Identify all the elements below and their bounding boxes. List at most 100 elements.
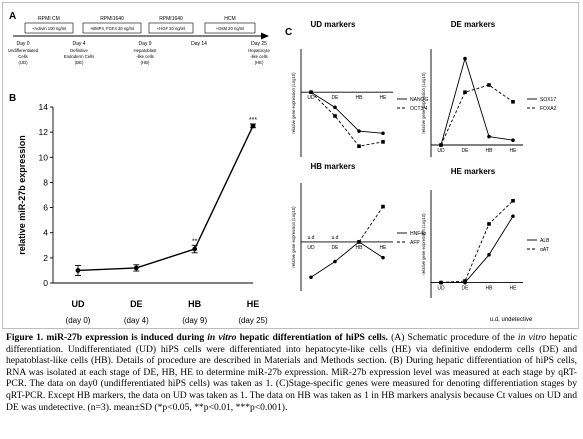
series-line bbox=[358, 206, 384, 243]
x-category-label: HE bbox=[510, 286, 518, 292]
medium-box-3 bbox=[148, 22, 194, 34]
medium-name-4: HCM bbox=[224, 16, 235, 22]
data-point bbox=[75, 268, 81, 273]
stage-desc: (HB) bbox=[141, 60, 150, 65]
x-category-label: HE bbox=[510, 148, 518, 154]
caption-body-italic: in vitro bbox=[517, 332, 547, 343]
stage-desc: (DE) bbox=[75, 60, 84, 65]
data-point bbox=[487, 83, 491, 87]
caption-body-2: hepatic differentiation. Undifferentiate… bbox=[6, 332, 578, 413]
data-point bbox=[250, 123, 256, 129]
data-point bbox=[133, 265, 139, 271]
medium-factors-4: +OsM 20 ng/ml bbox=[216, 26, 245, 31]
caption-label: Figure 1. bbox=[6, 332, 44, 343]
de-markers-chart: DE markers relative gene expression (Log1… bbox=[421, 20, 557, 157]
x-category-label: UD bbox=[307, 95, 315, 101]
stage-desc: -like cells bbox=[136, 54, 154, 59]
undetected-annotation: u.d bbox=[308, 235, 315, 241]
x-category-sublabel: (day 9) bbox=[182, 316, 207, 325]
ud-markers-chart: UD markers relative gene expression (Log1… bbox=[291, 20, 428, 157]
chart-title: UD markers bbox=[311, 20, 356, 29]
data-point bbox=[511, 100, 515, 104]
y-axis-label: relative gene expression (Log10) bbox=[421, 213, 426, 275]
data-point bbox=[381, 131, 385, 136]
data-point bbox=[381, 255, 385, 260]
stage-day0: Day 0 Undifferentiated Cells (UD) bbox=[8, 41, 39, 65]
x-category-sublabel: (day 25) bbox=[238, 316, 268, 325]
data-point bbox=[381, 204, 385, 209]
x-category-sublabel: (day 0) bbox=[66, 316, 91, 325]
data-point bbox=[463, 56, 467, 61]
stage-desc: Cells bbox=[18, 54, 28, 59]
x-category-label: HB bbox=[486, 286, 494, 292]
data-point bbox=[357, 144, 361, 148]
caption-title-2: hepatic differentiation of hiPS cells. bbox=[239, 332, 388, 343]
data-point bbox=[333, 114, 337, 118]
figure-graphic: A RPMI CM +Activin 100 ng/ml RPMI1640 +B… bbox=[8, 11, 557, 325]
stage-day: Day 14 bbox=[191, 41, 207, 47]
legend-label: αAT bbox=[540, 247, 549, 253]
data-point bbox=[439, 280, 443, 285]
stage-day: Day 25 bbox=[251, 41, 267, 47]
y-tick-label: 8 bbox=[43, 177, 48, 187]
medium-name-3: RPMI1640 bbox=[159, 16, 183, 22]
panel-a: A RPMI CM +Activin 100 ng/ml RPMI1640 +B… bbox=[8, 11, 271, 65]
legend-label: HNF4α bbox=[410, 231, 426, 237]
data-point bbox=[309, 90, 313, 94]
series-line bbox=[440, 200, 514, 284]
y-axis-label: relative miR-27b expression bbox=[17, 135, 27, 255]
panel-a-label: A bbox=[9, 11, 16, 22]
stage-desc: (UD) bbox=[18, 60, 28, 65]
medium-factors-1: +Activin 100 ng/ml bbox=[32, 26, 66, 31]
stage-desc: Definitive bbox=[70, 48, 88, 53]
data-point bbox=[511, 214, 515, 219]
legend-label: NANOG bbox=[410, 97, 428, 103]
data-point bbox=[357, 240, 361, 244]
stage-day: Day 4 bbox=[72, 41, 85, 47]
x-category-label: DE bbox=[462, 286, 470, 292]
y-tick-label: 6 bbox=[43, 203, 48, 213]
y-tick-label: 14 bbox=[39, 102, 49, 112]
medium-box-4 bbox=[204, 22, 256, 34]
x-category-label: HB bbox=[486, 148, 494, 154]
series-line bbox=[441, 215, 514, 284]
y-tick-label: 0 bbox=[43, 278, 48, 288]
data-point bbox=[309, 275, 313, 280]
medium-name-1: RPMI CM bbox=[38, 16, 60, 22]
series-line bbox=[310, 241, 384, 278]
legend-label: ALB bbox=[540, 238, 550, 244]
chart-title: HB markers bbox=[311, 162, 356, 171]
x-category-label: UD bbox=[437, 286, 445, 292]
x-category-label: DE bbox=[332, 245, 340, 251]
data-point bbox=[511, 138, 515, 142]
x-category-sublabel: (day 4) bbox=[124, 316, 149, 325]
stage-day: Day 0 bbox=[16, 41, 29, 47]
data-line bbox=[77, 125, 254, 272]
x-category-label: HB bbox=[356, 95, 364, 101]
y-axis-label: relative gene expression (Log10) bbox=[291, 206, 296, 268]
x-category-label: HE bbox=[380, 245, 388, 251]
data-point bbox=[333, 105, 337, 110]
x-category-label: UD bbox=[307, 245, 315, 251]
significance-mark: ** bbox=[192, 238, 198, 245]
caption-title-italic: in vitro bbox=[207, 332, 237, 343]
legend-label: FOXA2 bbox=[540, 106, 557, 112]
x-category-label: UD bbox=[437, 148, 445, 154]
data-point bbox=[511, 199, 515, 203]
stage-desc: (HE) bbox=[255, 60, 264, 65]
x-category-label: HB bbox=[188, 299, 201, 309]
x-category-label: UD bbox=[72, 299, 85, 309]
x-category-label: HE bbox=[247, 299, 260, 309]
legend-label: AFP bbox=[410, 240, 420, 246]
y-tick-label: 2 bbox=[43, 253, 48, 263]
medium-name-2: RPMI1640 bbox=[100, 16, 124, 22]
stage-day25: Day 25 Hepatocyte -like cells (HE) bbox=[248, 41, 270, 65]
y-axis-label: relative gene expression (Log10) bbox=[421, 72, 426, 134]
x-category-label: HE bbox=[380, 95, 388, 101]
x-category-label: DE bbox=[462, 148, 470, 154]
y-axis-label: relative gene expression (Log10) bbox=[291, 72, 296, 134]
medium-box-2 bbox=[82, 22, 142, 34]
y-tick-label: 4 bbox=[43, 228, 48, 238]
data-point bbox=[192, 246, 198, 252]
medium-factors-3: +HGF 20 ng/ml bbox=[157, 26, 186, 31]
